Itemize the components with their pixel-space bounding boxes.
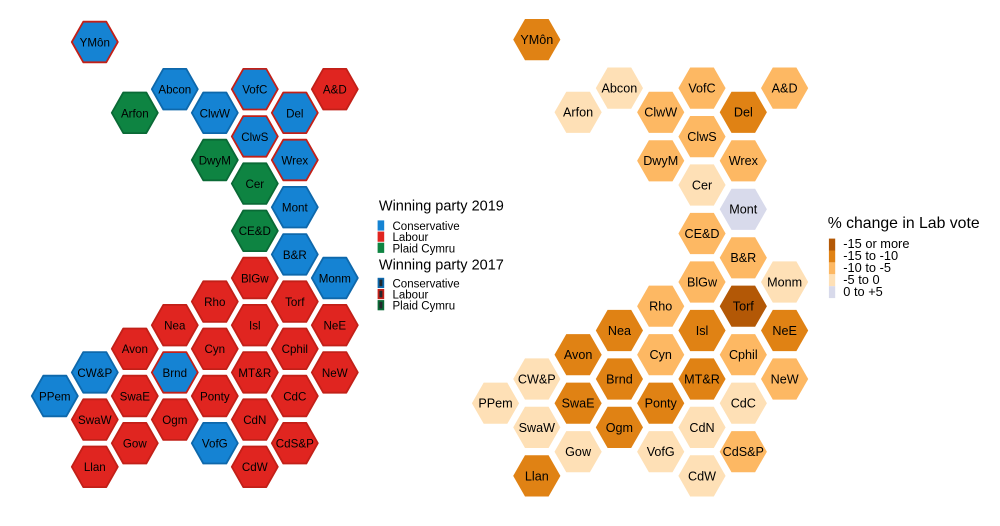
svg-text:-15 or more: -15 or more bbox=[843, 236, 909, 251]
svg-text:ClwW: ClwW bbox=[644, 106, 677, 120]
svg-text:Winning party 2017: Winning party 2017 bbox=[379, 257, 504, 273]
svg-text:VofC: VofC bbox=[242, 84, 267, 97]
svg-text:ClwW: ClwW bbox=[200, 107, 230, 120]
svg-text:Del: Del bbox=[734, 106, 753, 120]
svg-text:SwaE: SwaE bbox=[562, 397, 595, 411]
svg-text:NeE: NeE bbox=[324, 320, 347, 333]
svg-text:NeW: NeW bbox=[771, 372, 799, 386]
svg-text:MT&R: MT&R bbox=[238, 367, 271, 380]
svg-text:Gow: Gow bbox=[123, 438, 147, 451]
svg-text:Abcon: Abcon bbox=[602, 82, 638, 96]
svg-text:-15 to -10: -15 to -10 bbox=[843, 248, 898, 263]
svg-text:CdN: CdN bbox=[689, 421, 714, 435]
svg-text:Torf: Torf bbox=[285, 296, 305, 309]
svg-text:Mont: Mont bbox=[282, 202, 309, 215]
svg-text:PPem: PPem bbox=[478, 397, 512, 411]
svg-text:CW&P: CW&P bbox=[518, 372, 556, 386]
svg-text:Abcon: Abcon bbox=[158, 84, 191, 97]
svg-text:Conservative: Conservative bbox=[393, 221, 460, 233]
svg-text:CdC: CdC bbox=[283, 390, 306, 403]
svg-text:SwaE: SwaE bbox=[120, 390, 151, 403]
svg-text:Wrex: Wrex bbox=[729, 154, 759, 168]
svg-text:Labour: Labour bbox=[393, 232, 429, 244]
svg-text:Llan: Llan bbox=[525, 469, 549, 483]
svg-text:CW&P: CW&P bbox=[77, 367, 112, 380]
svg-text:Monm: Monm bbox=[319, 272, 351, 285]
svg-text:CdN: CdN bbox=[243, 414, 266, 427]
svg-text:Labour: Labour bbox=[393, 290, 429, 302]
svg-text:Cyn: Cyn bbox=[649, 348, 671, 362]
svg-text:Plaid Cymru: Plaid Cymru bbox=[393, 243, 456, 255]
svg-text:Winning party 2019: Winning party 2019 bbox=[379, 199, 504, 215]
svg-text:Cyn: Cyn bbox=[204, 343, 225, 356]
svg-text:DwyM: DwyM bbox=[199, 154, 231, 167]
svg-text:YMôn: YMôn bbox=[80, 37, 110, 50]
svg-text:Cer: Cer bbox=[692, 178, 712, 192]
svg-text:VofG: VofG bbox=[202, 438, 228, 451]
svg-text:BlGw: BlGw bbox=[687, 275, 718, 289]
svg-text:Rho: Rho bbox=[204, 296, 225, 309]
svg-text:ClwS: ClwS bbox=[687, 130, 716, 144]
svg-text:Cer: Cer bbox=[245, 178, 264, 191]
svg-text:MT&R: MT&R bbox=[684, 372, 720, 386]
svg-text:Avon: Avon bbox=[564, 348, 592, 362]
svg-text:BlGw: BlGw bbox=[241, 272, 269, 285]
svg-text:CE&D: CE&D bbox=[685, 227, 720, 241]
svg-text:Brnd: Brnd bbox=[163, 367, 188, 380]
svg-text:CdS&P: CdS&P bbox=[276, 438, 314, 451]
svg-text:VofG: VofG bbox=[647, 445, 675, 459]
svg-text:B&R: B&R bbox=[730, 251, 756, 265]
svg-text:Gow: Gow bbox=[565, 445, 592, 459]
svg-text:Llan: Llan bbox=[84, 461, 106, 474]
svg-text:B&R: B&R bbox=[283, 249, 307, 262]
svg-text:Torf: Torf bbox=[733, 300, 754, 314]
svg-text:Conservative: Conservative bbox=[393, 278, 460, 290]
svg-text:Nea: Nea bbox=[164, 320, 186, 333]
svg-text:SwaW: SwaW bbox=[519, 421, 555, 435]
svg-text:CdS&P: CdS&P bbox=[723, 445, 764, 459]
svg-text:0 to +5: 0 to +5 bbox=[843, 284, 883, 299]
svg-text:-10 to -5: -10 to -5 bbox=[843, 260, 891, 275]
svg-text:CdW: CdW bbox=[688, 469, 716, 483]
svg-text:Avon: Avon bbox=[122, 343, 148, 356]
svg-text:PPem: PPem bbox=[39, 390, 71, 403]
svg-text:VofC: VofC bbox=[688, 82, 715, 96]
svg-text:Rho: Rho bbox=[649, 300, 672, 314]
svg-text:Isl: Isl bbox=[249, 320, 261, 333]
svg-text:ClwS: ClwS bbox=[241, 131, 268, 144]
svg-text:% change in Lab vote: % change in Lab vote bbox=[828, 215, 980, 232]
svg-text:Ogm: Ogm bbox=[162, 414, 187, 427]
svg-text:NeW: NeW bbox=[322, 367, 348, 380]
svg-text:Arfon: Arfon bbox=[563, 106, 593, 120]
svg-text:-5 to 0: -5 to 0 bbox=[843, 272, 879, 287]
svg-text:SwaW: SwaW bbox=[78, 414, 112, 427]
svg-text:A&D: A&D bbox=[323, 84, 347, 97]
svg-text:DwyM: DwyM bbox=[643, 154, 678, 168]
svg-text:Ogm: Ogm bbox=[606, 421, 633, 435]
svg-text:CdC: CdC bbox=[731, 397, 756, 411]
svg-text:Ponty: Ponty bbox=[645, 397, 678, 411]
svg-text:Cphil: Cphil bbox=[282, 343, 308, 356]
svg-text:YMôn: YMôn bbox=[520, 33, 553, 47]
svg-text:Cphil: Cphil bbox=[729, 348, 758, 362]
svg-text:NeE: NeE bbox=[772, 324, 797, 338]
svg-text:Wrex: Wrex bbox=[281, 154, 308, 167]
svg-text:A&D: A&D bbox=[772, 82, 798, 96]
svg-text:Nea: Nea bbox=[608, 324, 631, 338]
svg-text:Arfon: Arfon bbox=[121, 107, 149, 120]
svg-text:CE&D: CE&D bbox=[239, 225, 271, 238]
svg-text:Plaid Cymru: Plaid Cymru bbox=[393, 301, 456, 313]
svg-text:CdW: CdW bbox=[242, 461, 268, 474]
svg-text:Ponty: Ponty bbox=[200, 390, 230, 403]
svg-text:Monm: Monm bbox=[767, 275, 802, 289]
svg-text:Isl: Isl bbox=[696, 324, 709, 338]
svg-text:Del: Del bbox=[286, 107, 303, 120]
svg-text:Brnd: Brnd bbox=[606, 372, 633, 386]
svg-text:Mont: Mont bbox=[729, 203, 757, 217]
